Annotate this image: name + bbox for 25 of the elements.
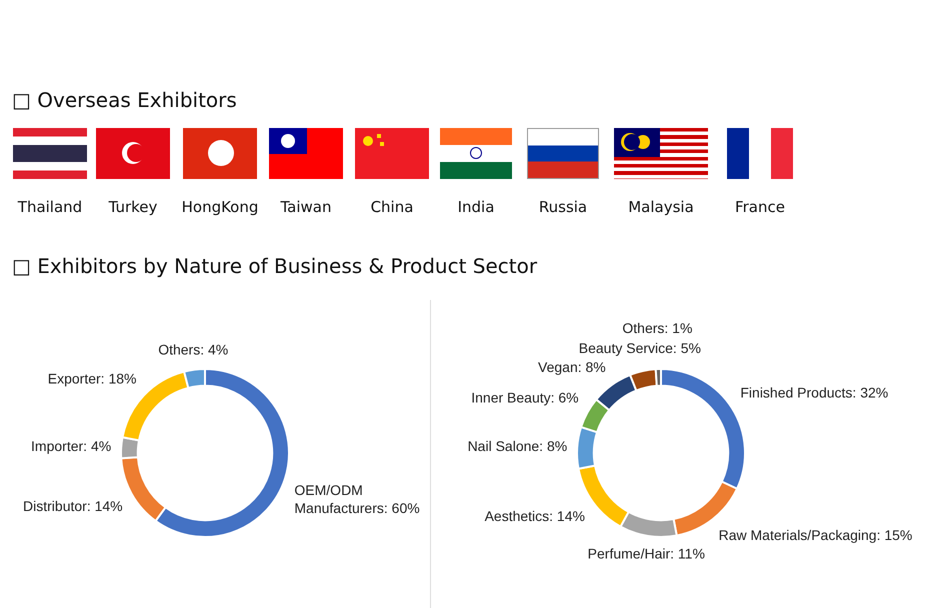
- slice-label: Beauty Service: 5%: [578, 340, 701, 356]
- slice-label: OEM/ODM Manufacturers: 60%: [294, 482, 420, 516]
- slice-label: Perfume/Hair: 11%: [588, 546, 705, 562]
- text: France: [734, 198, 786, 216]
- text: Thailand: [16, 198, 84, 216]
- text: Taiwan: [279, 198, 332, 216]
- slice-label: Distributor: 14%: [23, 498, 123, 514]
- slice-label: Inner Beauty: 6%: [471, 390, 579, 406]
- slice-label: Vegan: 8%: [538, 358, 606, 375]
- slice-label: Nail Salone: 8%: [468, 438, 568, 454]
- slice-label: Exporter: 18%: [48, 370, 136, 387]
- text: Russia: [538, 198, 588, 216]
- text: HongKong: [180, 198, 260, 216]
- text: □ Exhibitors by Nature of Business & Product Sector: [12, 254, 538, 278]
- slice-label: Others: 1%: [622, 320, 692, 336]
- slice-label: Finished Products: 32%: [740, 384, 888, 400]
- slice-label: Importer: 4%: [31, 438, 112, 454]
- slice-label: Raw Materials/Packaging: 15%: [718, 527, 912, 544]
- text: □ Overseas Exhibitors: [12, 88, 237, 112]
- text: China: [370, 198, 414, 216]
- slice-label: Aesthetics: 14%: [484, 508, 585, 524]
- text: Turkey: [108, 198, 158, 216]
- text: Malaysia: [627, 198, 695, 216]
- text: India: [456, 198, 496, 216]
- slice-label: Others: 4%: [158, 342, 228, 358]
